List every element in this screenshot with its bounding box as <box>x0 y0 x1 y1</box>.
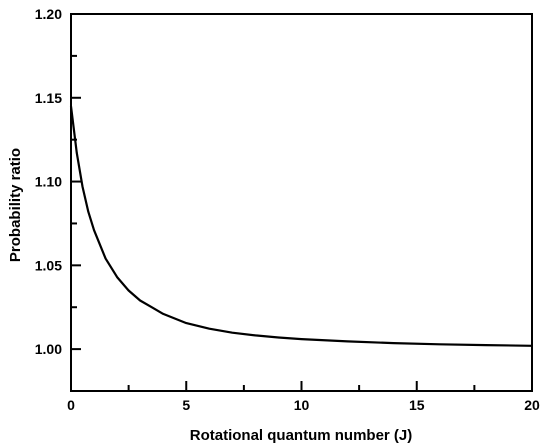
y-tick-label: 1.20 <box>35 6 62 22</box>
y-axis-label: Probability ratio <box>7 148 24 262</box>
x-tick-label: 15 <box>409 397 425 413</box>
y-tick-label: 1.00 <box>35 341 62 357</box>
y-tick-label: 1.15 <box>35 90 62 106</box>
x-tick-label: 10 <box>294 397 310 413</box>
y-tick-label: 1.10 <box>35 174 62 190</box>
y-tick-label: 1.05 <box>35 257 62 273</box>
x-axis-label: Rotational quantum number (J) <box>190 427 413 444</box>
x-tick-label: 5 <box>182 397 190 413</box>
x-tick-label: 20 <box>524 397 540 413</box>
x-tick-label: 0 <box>67 397 75 413</box>
plot-area: 0 5 10 15 20 1.00 1.05 1.10 1.15 1.20 <box>35 6 540 413</box>
plot-frame <box>70 13 533 392</box>
probability-ratio-curve <box>69 106 533 347</box>
